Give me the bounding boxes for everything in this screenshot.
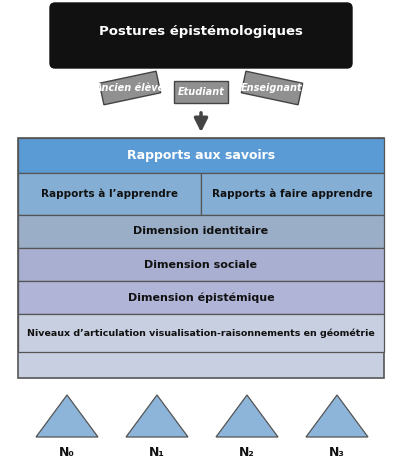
Polygon shape xyxy=(174,81,227,103)
Text: N₁: N₁ xyxy=(149,446,164,458)
Text: Enseignant: Enseignant xyxy=(241,83,302,93)
Text: Dimension identitaire: Dimension identitaire xyxy=(133,227,268,236)
FancyBboxPatch shape xyxy=(18,215,383,248)
FancyArrowPatch shape xyxy=(195,113,206,128)
Text: N₀: N₀ xyxy=(59,446,75,458)
FancyBboxPatch shape xyxy=(18,314,383,352)
Text: Rapports aux savoirs: Rapports aux savoirs xyxy=(127,149,274,162)
Polygon shape xyxy=(126,395,188,437)
FancyBboxPatch shape xyxy=(18,138,383,378)
Text: Dimension sociale: Dimension sociale xyxy=(144,260,257,269)
Text: Dimension épistémique: Dimension épistémique xyxy=(128,292,273,303)
Text: N₂: N₂ xyxy=(239,446,254,458)
Polygon shape xyxy=(305,395,367,437)
Text: Rapports à faire apprendre: Rapports à faire apprendre xyxy=(212,189,372,199)
Text: Etudiant: Etudiant xyxy=(177,87,224,97)
FancyBboxPatch shape xyxy=(18,281,383,314)
FancyBboxPatch shape xyxy=(200,173,383,215)
FancyBboxPatch shape xyxy=(18,138,383,173)
Text: Rapports à l’apprendre: Rapports à l’apprendre xyxy=(41,189,178,199)
Polygon shape xyxy=(99,71,160,105)
Polygon shape xyxy=(241,71,302,105)
FancyBboxPatch shape xyxy=(18,173,200,215)
Text: Niveaux d’articulation visualisation-raisonnements en géométrie: Niveaux d’articulation visualisation-rai… xyxy=(27,328,374,338)
Polygon shape xyxy=(36,395,98,437)
Text: Ancien élève: Ancien élève xyxy=(95,83,165,93)
Polygon shape xyxy=(215,395,277,437)
Text: Postures épistémologiques: Postures épistémologiques xyxy=(99,25,302,38)
FancyBboxPatch shape xyxy=(18,248,383,281)
Text: N₃: N₃ xyxy=(328,446,344,458)
FancyBboxPatch shape xyxy=(50,3,351,68)
